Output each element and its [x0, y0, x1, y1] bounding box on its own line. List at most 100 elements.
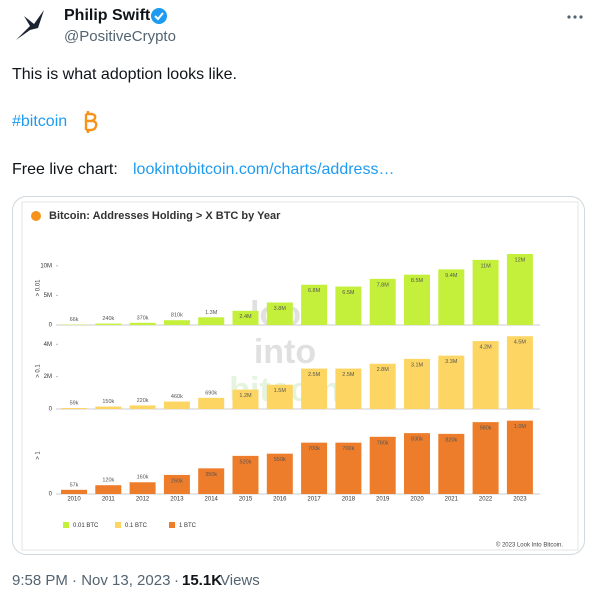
legend-swatch: [115, 522, 121, 528]
value-label: 2.5M: [342, 372, 355, 378]
bar: [198, 398, 224, 409]
bar: [164, 320, 190, 325]
value-label: 700k: [308, 446, 320, 452]
value-label: 830k: [411, 437, 423, 443]
bar: [95, 407, 121, 409]
x-tick-label: 2022: [479, 497, 493, 503]
value-label: 820k: [445, 437, 457, 443]
value-label: 12M: [515, 257, 526, 263]
value-label: 260k: [171, 478, 183, 484]
bar: [473, 341, 499, 409]
value-label: 700k: [342, 446, 354, 452]
x-tick-label: 2019: [376, 497, 390, 503]
value-label: 8.5M: [411, 278, 424, 284]
more-menu[interactable]: [567, 15, 582, 18]
bar: [164, 402, 190, 409]
legend-label: 0.01 BTC: [73, 523, 99, 529]
value-label: 3.8M: [274, 306, 287, 312]
x-tick-label: 2016: [273, 497, 287, 503]
value-label: 6.5M: [342, 290, 355, 296]
bar: [507, 421, 533, 494]
avatar[interactable]: [13, 7, 49, 43]
value-label: 780k: [377, 440, 389, 446]
value-label: 240k: [102, 316, 114, 322]
value-label: 120k: [102, 478, 114, 484]
tweet-text: This is what adoption looks like.: [12, 66, 237, 83]
x-tick-label: 2014: [205, 497, 219, 503]
value-label: 7.8M: [377, 282, 390, 288]
y-axis-label: > 0.1: [36, 364, 42, 378]
value-label: 550k: [274, 457, 286, 463]
value-label: 350k: [205, 472, 217, 478]
bar: [507, 254, 533, 325]
views-label: Views: [220, 572, 260, 589]
value-label: 2.8M: [377, 367, 390, 373]
separator: ·: [174, 572, 179, 589]
x-tick-label: 2021: [445, 497, 459, 503]
x-tick-label: 2018: [342, 497, 356, 503]
legend-label: 0.1 BTC: [125, 523, 148, 529]
value-label: 4.5M: [514, 340, 527, 346]
value-label: 2.4M: [239, 314, 252, 320]
author-handle[interactable]: @PositiveCrypto: [64, 28, 176, 45]
bar: [95, 485, 121, 494]
value-label: 2.5M: [308, 372, 321, 378]
y-axis-label: > 0.01: [36, 279, 42, 297]
value-label: 11M: [480, 263, 491, 269]
x-tick-label: 2013: [170, 497, 184, 503]
x-tick-label: 2012: [136, 497, 150, 503]
value-label: 57k: [70, 482, 79, 488]
value-label: 66k: [70, 317, 79, 323]
bar: [95, 324, 121, 325]
y-tick-label: 5M: [44, 293, 52, 299]
bar: [473, 260, 499, 325]
value-label: 520k: [240, 459, 252, 465]
views-count: 15.1K: [182, 572, 222, 589]
x-tick-label: 2017: [307, 497, 321, 503]
value-label: 4.2M: [479, 345, 492, 351]
x-tick-label: 2015: [239, 497, 253, 503]
legend-swatch: [63, 522, 69, 528]
legend-swatch: [169, 522, 175, 528]
hashtag[interactable]: #bitcoin: [12, 113, 67, 130]
tweet-time[interactable]: 9:58 PM · Nov 13, 2023: [12, 572, 170, 589]
legend-label: 1 BTC: [179, 523, 197, 529]
link[interactable]: lookintobitcoin.com/charts/address…: [133, 161, 394, 178]
value-label: 1.5M: [274, 388, 287, 394]
value-label: 3.3M: [445, 359, 458, 365]
bar: [61, 490, 87, 494]
value-label: 460k: [171, 394, 183, 400]
x-tick-label: 2023: [513, 497, 527, 503]
value-label: 1.2M: [239, 393, 252, 399]
chart-credit: © 2023 Look Into Bitcoin.: [496, 542, 563, 549]
bar: [130, 323, 156, 325]
value-label: 220k: [137, 398, 149, 404]
value-label: 1.3M: [205, 310, 218, 316]
value-label: 6.8M: [308, 288, 321, 294]
bar: [130, 482, 156, 494]
value-label: 370k: [137, 315, 149, 321]
y-axis-label: > 1: [36, 451, 42, 460]
value-label: 150k: [102, 399, 114, 405]
value-label: 1.0M: [514, 424, 527, 430]
value-label: 9.4M: [445, 273, 458, 279]
y-tick-label: 2M: [44, 374, 52, 380]
bar: [198, 317, 224, 325]
verified-badge: [151, 8, 167, 24]
value-label: 980k: [480, 426, 492, 432]
y-tick-label: 10M: [40, 263, 52, 269]
bar: [507, 336, 533, 409]
x-tick-label: 2010: [67, 497, 81, 503]
value-label: 810k: [171, 313, 183, 319]
bar: [473, 422, 499, 494]
y-tick-label: 4M: [44, 342, 52, 348]
author-name[interactable]: Philip Swift: [64, 7, 151, 24]
chart-logo: [31, 211, 41, 221]
value-label: 3.1M: [411, 362, 424, 368]
x-tick-label: 2011: [102, 497, 116, 503]
value-label: 160k: [137, 475, 149, 481]
watermark-word: into: [254, 333, 316, 371]
bitcoin-emoji: [86, 111, 96, 133]
chart-title: Bitcoin: Addresses Holding > X BTC by Ye…: [49, 210, 281, 222]
